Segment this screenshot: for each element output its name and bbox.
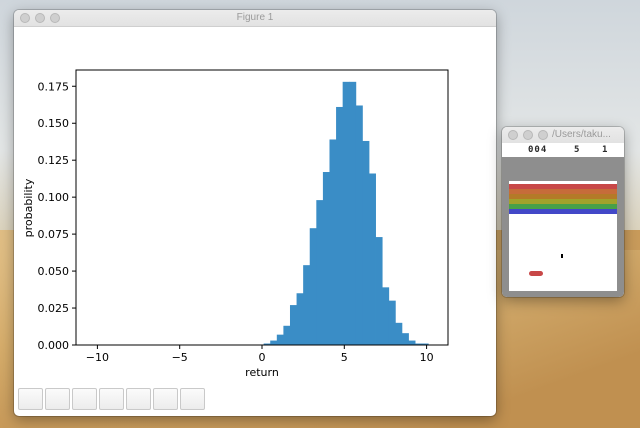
y-tick-label: 0.150 xyxy=(38,117,70,130)
home-icon[interactable] xyxy=(18,388,43,410)
histogram-bar xyxy=(276,334,284,345)
y-tick-label: 0.100 xyxy=(38,191,70,204)
x-tick-label: 10 xyxy=(420,351,434,364)
histogram-bar xyxy=(421,343,429,345)
score-strip: 004 5 1 xyxy=(502,143,624,157)
figure-titlebar[interactable]: Figure 1 xyxy=(14,10,496,27)
pan-icon[interactable] xyxy=(99,388,124,410)
histogram-bar xyxy=(289,305,297,345)
y-tick-label: 0.125 xyxy=(38,154,70,167)
histogram-chart: −10 −5 0 5 10 0.000 0.025 0.050 0.075 0.100 0.125… xyxy=(22,69,449,379)
histogram-bar xyxy=(382,287,390,345)
histogram-bar xyxy=(388,300,396,345)
brick-row xyxy=(509,204,617,209)
brick-row xyxy=(509,184,617,189)
zoom-window-icon[interactable] xyxy=(538,130,548,140)
brick-row xyxy=(509,194,617,199)
histogram-bar xyxy=(395,322,403,345)
y-tick-label: 0.175 xyxy=(38,80,70,93)
histogram-bar xyxy=(336,106,344,345)
histogram-bar xyxy=(349,81,357,346)
brick-row xyxy=(509,199,617,204)
y-tick-label: 0.025 xyxy=(38,302,70,315)
histogram-bar xyxy=(368,173,376,345)
game-field xyxy=(509,181,617,291)
minimize-icon[interactable] xyxy=(35,13,45,23)
x-tick-label: 0 xyxy=(259,351,266,364)
x-tick-label: −5 xyxy=(172,351,188,364)
brick-row xyxy=(509,189,617,194)
histogram-bar xyxy=(342,81,350,346)
figure-window[interactable]: Figure 1 −10 −5 0 5 10 0.000 0.025 0.050 0.075 0… xyxy=(14,10,496,416)
paddle xyxy=(529,271,543,276)
game-window[interactable]: /Users/taku... 004 5 1 xyxy=(502,127,624,297)
histogram-bar xyxy=(329,139,337,345)
save-icon[interactable] xyxy=(180,388,205,410)
configure-icon[interactable] xyxy=(153,388,178,410)
forward-icon[interactable] xyxy=(72,388,97,410)
histogram-bar xyxy=(362,140,370,345)
y-tick-label: 0.050 xyxy=(38,265,70,278)
close-icon[interactable] xyxy=(20,13,30,23)
window-title: Figure 1 xyxy=(236,12,274,23)
histogram-bar xyxy=(303,265,311,345)
game-titlebar[interactable]: /Users/taku... xyxy=(502,127,624,144)
histogram-bar xyxy=(408,340,416,345)
histogram-bar xyxy=(375,237,383,345)
histogram-bar xyxy=(270,340,278,345)
histogram-bar xyxy=(316,200,324,345)
y-tick-label: 0.000 xyxy=(38,339,70,352)
ball xyxy=(561,254,563,258)
histogram-bar xyxy=(401,333,409,345)
score-mid: 5 xyxy=(574,145,581,155)
window-title: /Users/taku... xyxy=(552,129,611,140)
histogram-bar xyxy=(296,293,304,345)
histogram-bar xyxy=(415,343,423,345)
x-axis-label: return xyxy=(245,366,279,379)
x-tick-label: 5 xyxy=(341,351,348,364)
histogram-bar xyxy=(263,343,271,345)
histogram-bar xyxy=(322,172,330,345)
histogram-bar xyxy=(355,105,363,345)
x-tick-label: −10 xyxy=(86,351,109,364)
y-axis-label: probability xyxy=(22,178,35,237)
minimize-icon[interactable] xyxy=(523,130,533,140)
score-right: 1 xyxy=(602,145,609,155)
zoom-icon[interactable] xyxy=(126,388,151,410)
brick-row xyxy=(509,209,617,214)
histogram-bar xyxy=(283,325,291,345)
zoom-window-icon[interactable] xyxy=(50,13,60,23)
close-icon[interactable] xyxy=(508,130,518,140)
histogram-bar xyxy=(309,228,317,345)
back-icon[interactable] xyxy=(45,388,70,410)
score-left: 004 xyxy=(528,145,548,155)
game-screen: 004 5 1 xyxy=(502,143,624,297)
y-tick-label: 0.075 xyxy=(38,228,70,241)
